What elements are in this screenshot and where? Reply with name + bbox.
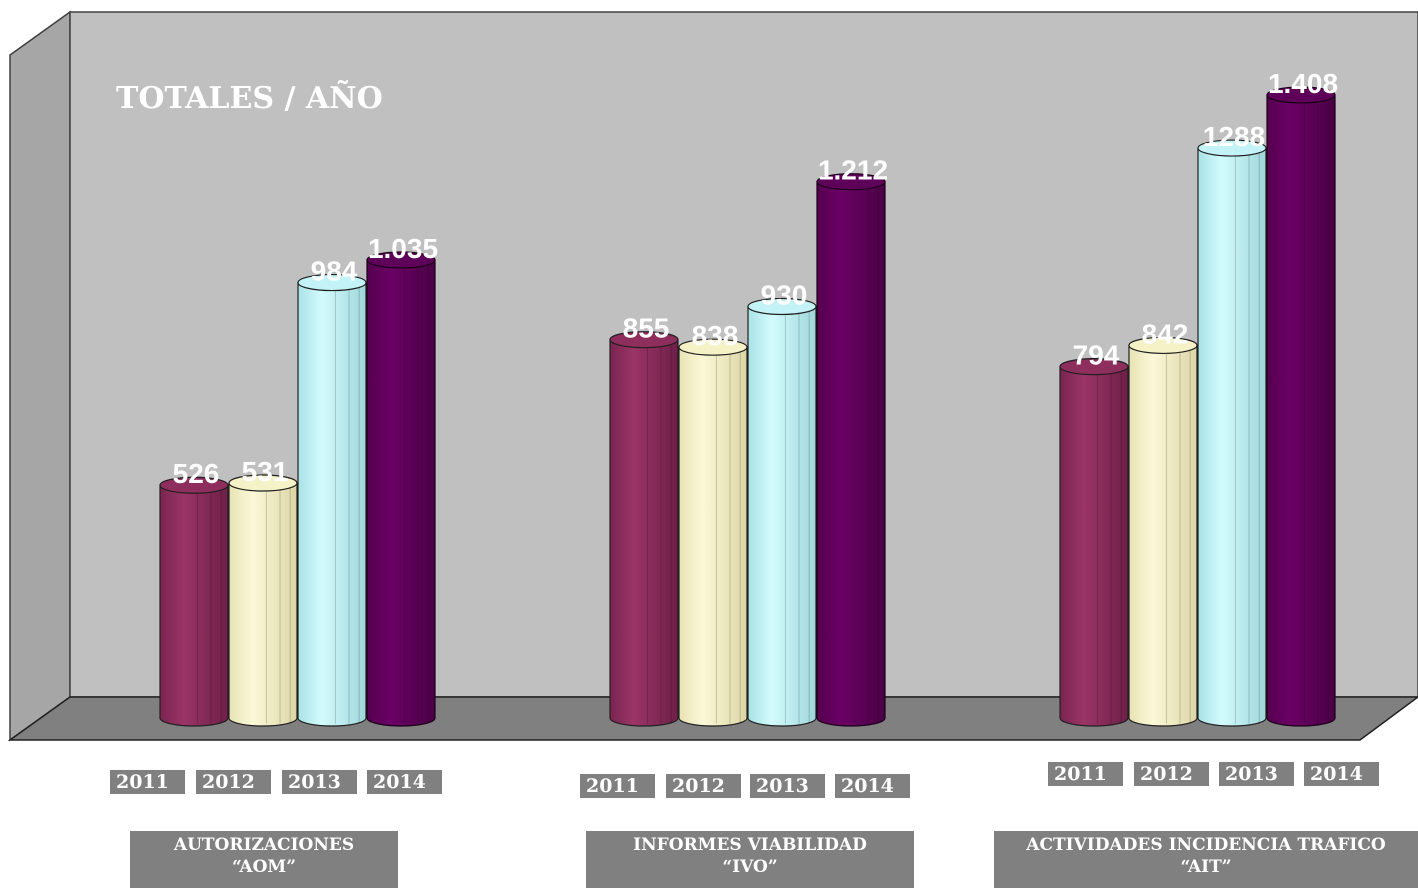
category-label-line2: “IVO” (722, 857, 778, 877)
data-label: 526 (173, 458, 220, 489)
category-label-line1: ACTIVIDADES INCIDENCIA TRAFICO (1026, 835, 1386, 855)
category-label-line2: “AIT” (1180, 857, 1232, 877)
bar-top-cap (228, 474, 298, 492)
chart-title: TOTALES / AÑO (116, 80, 383, 116)
category-label: INFORMES VIABILIDAD “IVO” (586, 831, 914, 888)
bar-2014-group-3 (1266, 94, 1336, 727)
bar-2013-group-1 (297, 281, 367, 727)
category-label: AUTORIZACIONES “AOM” (130, 831, 398, 888)
bar-2012-group-1 (228, 482, 298, 727)
bar-2011-group-1 (159, 484, 229, 727)
chart-side-wall (9, 10, 71, 742)
data-label: 531 (242, 456, 289, 487)
data-label: 1.408 (1268, 68, 1338, 99)
bar-2014-group-2 (816, 181, 886, 727)
bar-top-cap (1266, 86, 1336, 104)
year-label-2013: 2013 (282, 770, 357, 794)
year-label-2012: 2012 (1134, 762, 1209, 786)
value-labels-layer: 526 531 984 1.035 855 838 930 1.212 794 842 12881.… (173, 68, 1338, 489)
year-label-2011: 2011 (110, 770, 185, 794)
year-label-2013: 2013 (750, 774, 825, 798)
category-label-line1: AUTORIZACIONES (173, 835, 355, 855)
data-label: 984 (311, 256, 358, 287)
category-label-line2: “AOM” (231, 857, 297, 877)
data-label: 855 (623, 313, 670, 344)
year-label-2014: 2014 (367, 770, 442, 794)
year-label-2011: 2011 (1048, 762, 1123, 786)
category-label-line1: INFORMES VIABILIDAD (633, 835, 867, 855)
bar-top-cap (747, 297, 817, 316)
bar-top-cap (678, 338, 748, 356)
bar-2011-group-2 (609, 339, 679, 727)
data-label: 1288 (1203, 121, 1265, 152)
bar-2013-group-3 (1197, 147, 1267, 727)
data-label: 1.212 (818, 155, 888, 186)
bar-top-cap (366, 251, 436, 269)
bar-2013-group-2 (747, 305, 817, 727)
year-label-2012: 2012 (196, 770, 271, 794)
year-label-2014: 2014 (1304, 762, 1379, 786)
bar-top-cap (159, 476, 229, 494)
bar-2011-group-3 (1059, 366, 1129, 727)
year-label-2014: 2014 (835, 774, 910, 798)
bar-2012-group-2 (678, 346, 748, 727)
bar-2012-group-3 (1128, 344, 1198, 727)
bar-top-cap (609, 331, 679, 349)
data-label: 1.035 (368, 233, 438, 264)
data-label: 794 (1073, 340, 1120, 371)
bars-layer (159, 86, 1336, 727)
year-label-2013: 2013 (1219, 762, 1294, 786)
bar-top-cap (1197, 139, 1267, 157)
bar-top-cap (297, 273, 367, 292)
bar-top-cap (1059, 358, 1129, 376)
data-label: 930 (761, 279, 808, 310)
year-label-2011: 2011 (580, 774, 655, 798)
category-label: ACTIVIDADES INCIDENCIA TRAFICO “AIT” (994, 831, 1418, 888)
bar-top-cap (816, 173, 886, 191)
data-label: 838 (692, 320, 739, 351)
year-label-2012: 2012 (666, 774, 741, 798)
data-label: 842 (1142, 318, 1189, 349)
bar-2014-group-1 (366, 259, 436, 727)
bar-top-cap (1128, 336, 1198, 355)
